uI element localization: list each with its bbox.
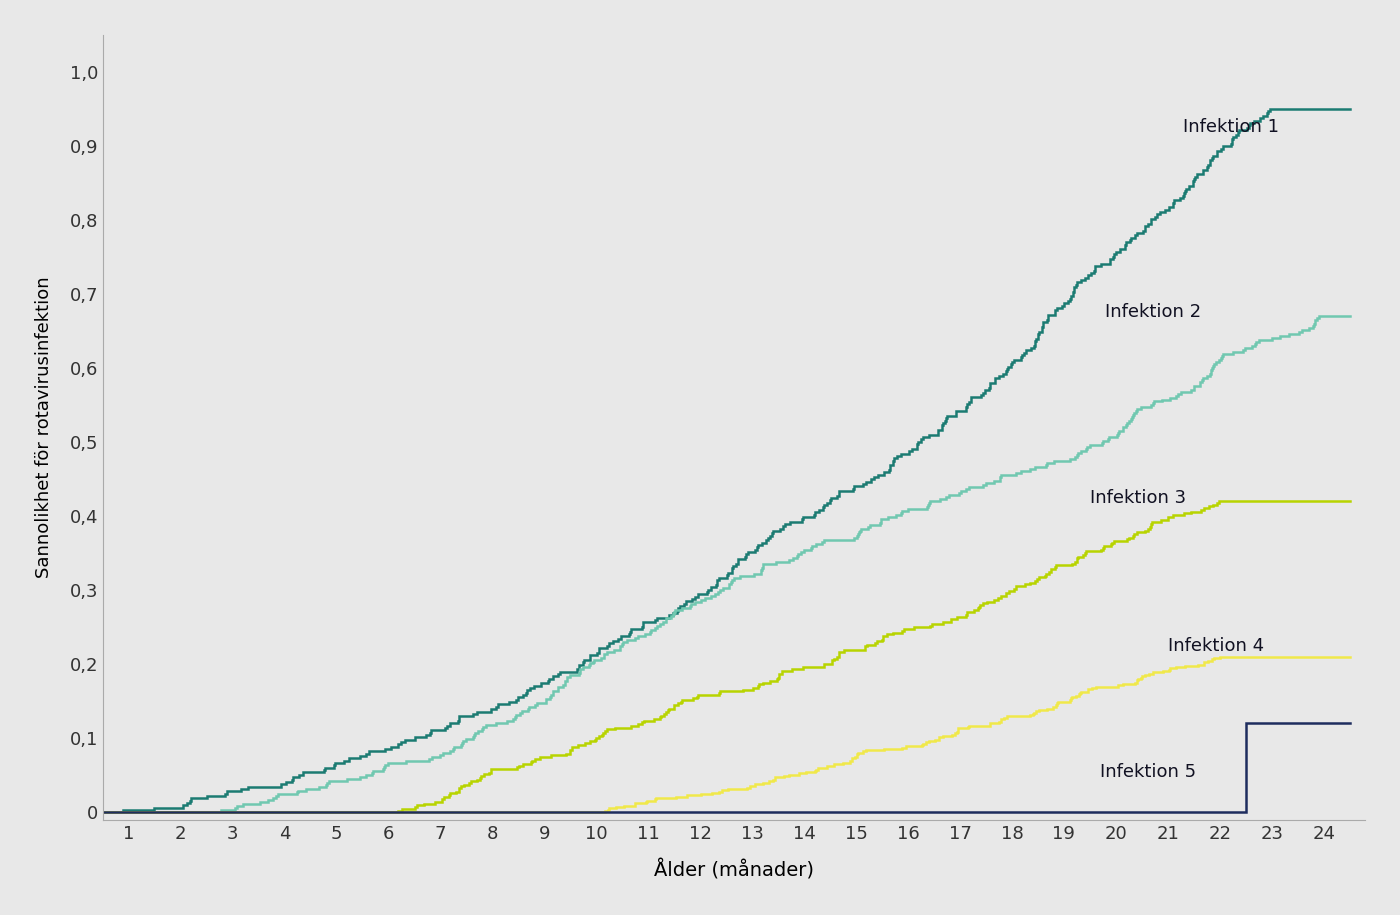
Text: Infektion 4: Infektion 4: [1168, 637, 1264, 655]
Text: Infektion 1: Infektion 1: [1183, 118, 1280, 136]
X-axis label: Ålder (månader): Ålder (månader): [654, 859, 813, 880]
Text: Infektion 3: Infektion 3: [1091, 489, 1186, 507]
Text: Infektion 2: Infektion 2: [1106, 304, 1201, 321]
Y-axis label: Sannolikhet för rotavirusinfektion: Sannolikhet för rotavirusinfektion: [35, 276, 53, 578]
Text: Infektion 5: Infektion 5: [1100, 762, 1197, 780]
